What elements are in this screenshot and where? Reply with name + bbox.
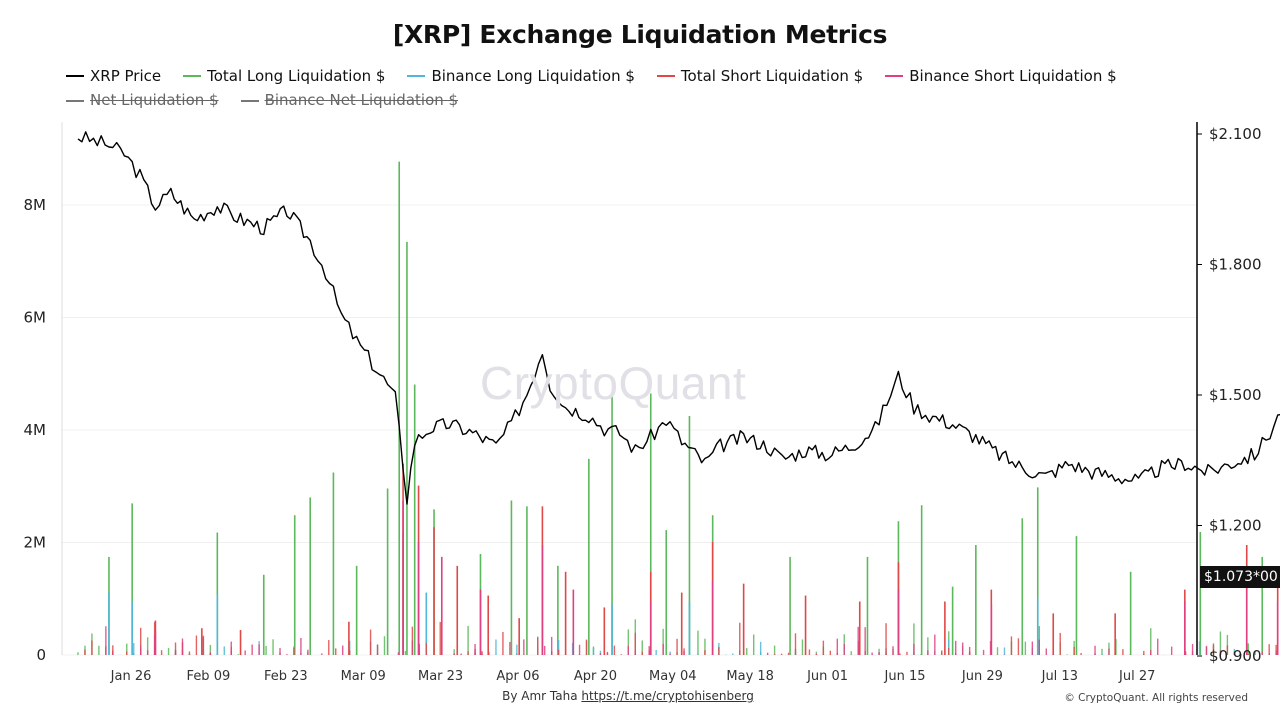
legend-swatch [885, 75, 904, 77]
y-left-tick-label: 8M [24, 196, 47, 214]
x-tick-label: Mar 23 [418, 669, 463, 684]
bar-series [108, 533, 1277, 655]
y-right-tick-label: $1.500 [1209, 386, 1262, 404]
x-tick-label: Jul 13 [1041, 669, 1078, 684]
x-tick-label: Jun 15 [884, 669, 926, 684]
x-tick-label: May 04 [649, 669, 697, 684]
price-line-group [77, 131, 1280, 505]
author-link[interactable]: https://t.me/cryptohisenberg [581, 689, 754, 703]
cryptoquant-watermark: CryptoQuant [480, 357, 747, 409]
y-left-tick-label: 0 [36, 646, 46, 664]
legend-item[interactable]: Total Long Liquidation $ [183, 66, 385, 87]
y-left-tick-label: 2M [24, 534, 47, 552]
y-right-tick-label: $1.200 [1209, 517, 1262, 535]
bar-series [105, 500, 1279, 655]
x-tick-label: Apr 06 [496, 669, 539, 684]
legend-swatch [183, 75, 202, 77]
legend-label: Net Liquidation $ [90, 91, 219, 109]
legend-item[interactable]: Binance Short Liquidation $ [885, 66, 1117, 87]
current-price-badge: $1.073*00 [1200, 566, 1280, 588]
x-tick-label: Jul 27 [1118, 669, 1155, 684]
axes: 0 2M 4M 6M 8M $0.900 $1.200 $1.500 $1.800 $2.100 J… [24, 122, 1262, 684]
legend-item[interactable]: Binance Net Liquidation $ [240, 90, 459, 111]
y-left-tick-label: 4M [24, 421, 47, 439]
grid-lines [62, 204, 1197, 656]
y-right-tick-label: $2.100 [1209, 125, 1262, 143]
x-tick-label: Mar 09 [341, 669, 386, 684]
x-tick-label: Jan 26 [110, 669, 152, 684]
x-tick-label: Feb 09 [187, 669, 231, 684]
legend-label: XRP Price [90, 66, 162, 85]
author-name: By Amr Taha [502, 689, 578, 703]
y-right-tick-label: $1.800 [1209, 256, 1262, 274]
copyright-notice: © CryptoQuant. All rights reserved [1064, 692, 1248, 704]
liquidation-bars [77, 161, 1279, 655]
legend-item[interactable]: XRP Price [66, 66, 161, 87]
legend-swatch [66, 99, 84, 102]
legend-label: Binance Short Liquidation $ [909, 66, 1117, 85]
chart-legend: XRP Price Total Long Liquidation $ Binance… [66, 62, 1226, 111]
legend-label: Total Short Liquidation $ [680, 66, 864, 85]
legend-label: Binance Long Liquidation $ [431, 66, 635, 85]
x-tick-label: Apr 20 [574, 669, 617, 684]
author-credit: By Amr Taha https://t.me/cryptohisenberg [0, 689, 1256, 703]
legend-item[interactable]: Total Short Liquidation $ [656, 66, 864, 87]
legend-item[interactable]: Net Liquidation $ [66, 90, 219, 111]
legend-swatch [407, 75, 426, 77]
xrp-price-line [77, 131, 1280, 505]
x-tick-label: Feb 23 [264, 669, 308, 684]
legend-swatch [240, 99, 259, 102]
legend-item[interactable]: Binance Long Liquidation $ [407, 66, 635, 87]
legend-swatch [66, 75, 84, 77]
x-tick-label: May 18 [726, 669, 774, 684]
legend-label: Total Long Liquidation $ [207, 66, 386, 85]
x-tick-label: Jun 29 [961, 669, 1003, 684]
chart-title: [XRP] Exchange Liquidation Metrics [392, 20, 888, 49]
y-left-tick-label: 6M [24, 309, 47, 327]
legend-label: Binance Net Liquidation $ [264, 91, 459, 109]
x-tick-label: Jun 01 [806, 669, 848, 684]
legend-swatch [656, 75, 675, 77]
y-right-tick-label: $0.900 [1209, 647, 1262, 665]
